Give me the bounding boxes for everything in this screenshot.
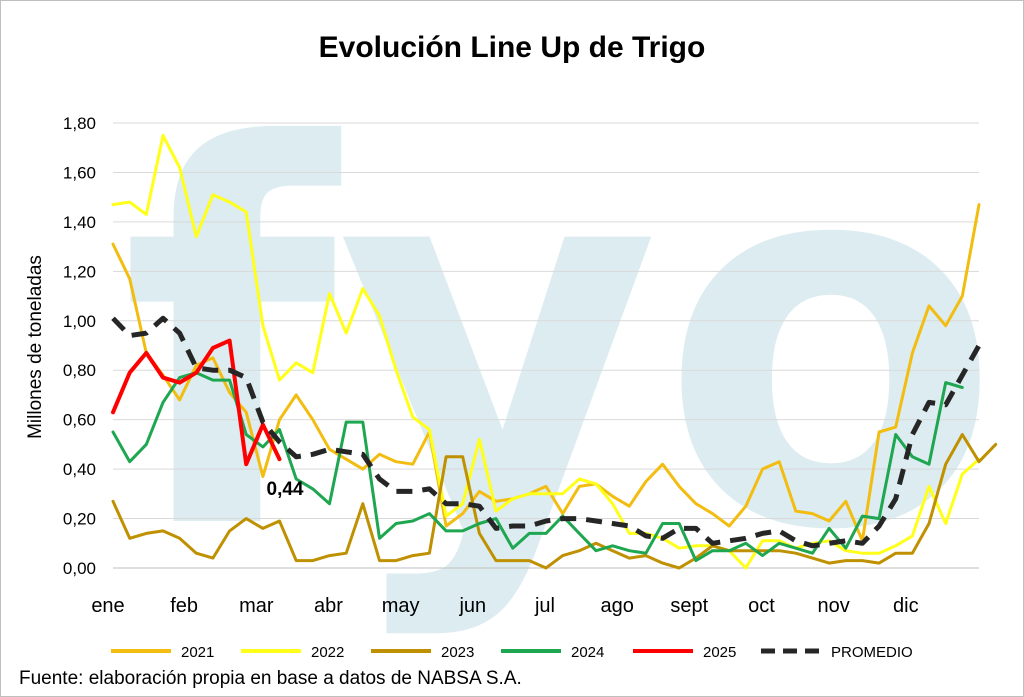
y-tick-label: 0,60 [63, 411, 96, 430]
x-tick-label: jul [534, 595, 555, 617]
x-tick-label: ene [91, 595, 124, 617]
x-tick-label: oct [748, 595, 775, 617]
legend-label-2022: 2022 [311, 644, 344, 661]
x-tick-label: feb [170, 595, 198, 617]
series-line-promedio [111, 315, 982, 549]
y-tick-label: 0,00 [63, 559, 96, 578]
x-tick-label: mar [239, 595, 274, 617]
series-line-2021 [111, 203, 981, 543]
y-tick-label: 1,20 [63, 262, 96, 281]
series-line-2025 [111, 338, 282, 467]
y-tick-label: 1,40 [63, 213, 96, 232]
y-tick-label: 0,20 [63, 510, 96, 529]
legend-label-2021: 2021 [181, 644, 214, 661]
legend-label-promedio: PROMEDIO [831, 644, 913, 661]
legend-label-2025: 2025 [703, 644, 736, 661]
annotation-last-value: 0,44 [267, 479, 304, 500]
x-tick-label: may [382, 595, 420, 617]
y-tick-label: 1,00 [63, 312, 96, 331]
x-tick-label: nov [818, 595, 850, 617]
x-tick-label: abr [314, 595, 343, 617]
legend-label-2023: 2023 [441, 644, 474, 661]
series-line-2023 [111, 433, 998, 570]
x-tick-label: sept [670, 595, 708, 617]
x-tick-label: ago [600, 595, 633, 617]
y-tick-label: 0,40 [63, 460, 96, 479]
x-tick-label: jun [458, 595, 486, 617]
y-tick-label: 1,80 [63, 114, 96, 133]
y-axis-label: Millones de toneladas [25, 255, 46, 439]
source-note: Fuente: elaboración propia en base a dat… [19, 668, 522, 689]
x-tick-label: dic [893, 595, 919, 617]
y-tick-label: 0,80 [63, 361, 96, 380]
legend-label-2024: 2024 [571, 644, 604, 661]
chart-title: Evolución Line Up de Trigo [319, 31, 706, 64]
y-tick-label: 1,60 [63, 163, 96, 182]
